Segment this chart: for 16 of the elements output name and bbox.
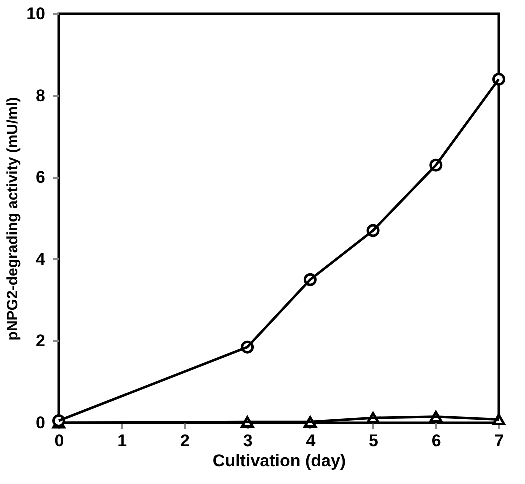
y-axis-title: pNPG2-degrading activity (mU/ml) (4, 97, 22, 341)
y-tick-label: 0 (36, 414, 46, 432)
x-axis-title: Cultivation (day) (212, 452, 346, 470)
y-tick-label: 4 (36, 250, 46, 269)
x-tick-label: 1 (118, 432, 128, 450)
y-tick-label: 10 (26, 4, 46, 24)
y-tick-label: 2 (36, 332, 46, 351)
y-tick-label: 6 (36, 168, 46, 188)
x-tick-label: 4 (306, 432, 316, 450)
x-tick-label: 6 (432, 432, 442, 450)
x-tick-label: 7 (494, 432, 504, 450)
x-tick-label: 5 (369, 432, 379, 450)
x-tick-label: 0 (54, 432, 64, 450)
y-tick-label: 8 (36, 86, 46, 106)
x-tick-label: 2 (180, 432, 190, 450)
x-tick-label: 3 (243, 432, 253, 450)
